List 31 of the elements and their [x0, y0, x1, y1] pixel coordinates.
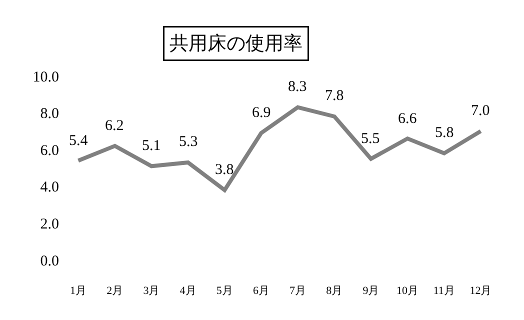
text: 5.4 [69, 133, 88, 149]
x-tick-label: 4月 [180, 285, 196, 297]
x-tick-label: 1月 [70, 285, 87, 297]
chart-title: 共用床の使用率 [170, 32, 302, 54]
x-tick-label: 8月 [326, 285, 343, 297]
y-tick-label: 0.0 [40, 253, 59, 270]
y-tick-label: 2.0 [40, 216, 59, 232]
text: 5.1 [142, 138, 161, 154]
y-tick-label: 4.0 [40, 180, 59, 196]
x-tick-label: 7月 [290, 285, 306, 297]
y-tick-label: 8.0 [40, 106, 59, 122]
text: 3.8 [215, 162, 234, 178]
text: 5.5 [361, 131, 380, 147]
text: 6.2 [105, 118, 124, 134]
x-tick-label: 5月 [216, 285, 233, 297]
x-tick-label: 12月 [470, 285, 492, 297]
x-tick-label: 2月 [106, 285, 124, 297]
x-tick-label: 9月 [362, 285, 380, 297]
text: 5.3 [179, 134, 198, 150]
x-tick-label: 10月 [396, 285, 419, 297]
text: 8.3 [288, 79, 307, 95]
text: 6.6 [398, 111, 417, 127]
x-tick-label: 6月 [252, 285, 270, 297]
text: 7.8 [325, 88, 344, 104]
text: 7.0 [471, 103, 490, 119]
x-tick-label: 11月 [433, 285, 455, 297]
text: 6.9 [252, 105, 271, 121]
y-tick-label: 6.0 [40, 142, 59, 159]
text: 5.8 [435, 125, 454, 141]
x-tick-label: 3月 [143, 285, 160, 297]
y-tick-label: 10.0 [32, 69, 59, 86]
